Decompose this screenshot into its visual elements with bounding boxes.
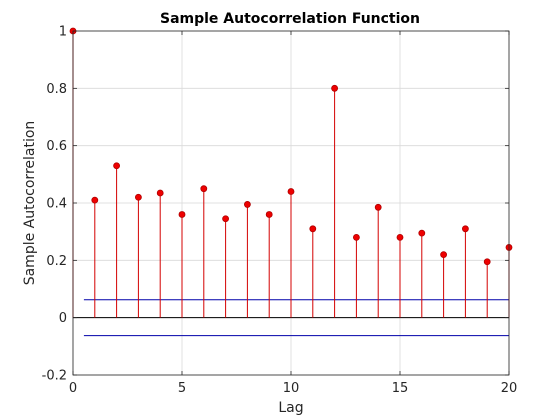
y-tick-label-5: 0.8 [46, 82, 67, 97]
y-tick-labels: -0.2 0 0.2 0.4 0.6 0.8 1 [42, 25, 67, 384]
marker-lag-2 [113, 162, 120, 170]
x-tick-label-3: 15 [392, 381, 409, 396]
y-tick-label-2: 0.2 [46, 254, 67, 269]
marker-lag-5 [178, 211, 186, 218]
marker-lag-9 [265, 211, 273, 218]
marker-lag-11 [309, 225, 317, 233]
y-tick-label-0: -0.2 [42, 369, 67, 384]
x-tick-label-2: 10 [283, 381, 300, 396]
marker-lag-17 [440, 251, 448, 259]
chart-title: Sample Autocorrelation Function [160, 11, 420, 27]
marker-lag-12 [331, 84, 339, 92]
ticks [72, 30, 510, 376]
marker-lag-6 [200, 185, 208, 193]
y-tick-label-1: 0 [59, 311, 67, 326]
y-tick-label-4: 0.6 [46, 139, 67, 154]
markers [69, 27, 513, 266]
marker-lag-3 [134, 193, 142, 201]
y-tick-label-3: 0.4 [46, 197, 67, 212]
marker-lag-10 [287, 188, 295, 195]
marker-lag-16 [418, 229, 426, 237]
marker-lag-19 [483, 258, 491, 266]
x-axis-label: Lag [278, 400, 303, 416]
marker-lag-1 [91, 196, 99, 204]
y-axis-label: Sample Autocorrelation [22, 121, 38, 286]
y-tick-label-6: 1 [59, 25, 67, 40]
marker-lag-8 [243, 201, 251, 208]
x-tick-label-0: 0 [69, 381, 77, 396]
marker-lag-14 [374, 203, 382, 211]
marker-lag-13 [352, 233, 360, 241]
x-tick-label-1: 5 [178, 381, 186, 396]
marker-lag-4 [156, 189, 164, 197]
x-tick-label-4: 20 [501, 381, 518, 396]
x-tick-labels: 0 5 10 15 20 [69, 381, 517, 396]
marker-lag-15 [396, 233, 404, 241]
marker-lag-18 [461, 225, 469, 233]
marker-lag-7 [222, 215, 230, 223]
